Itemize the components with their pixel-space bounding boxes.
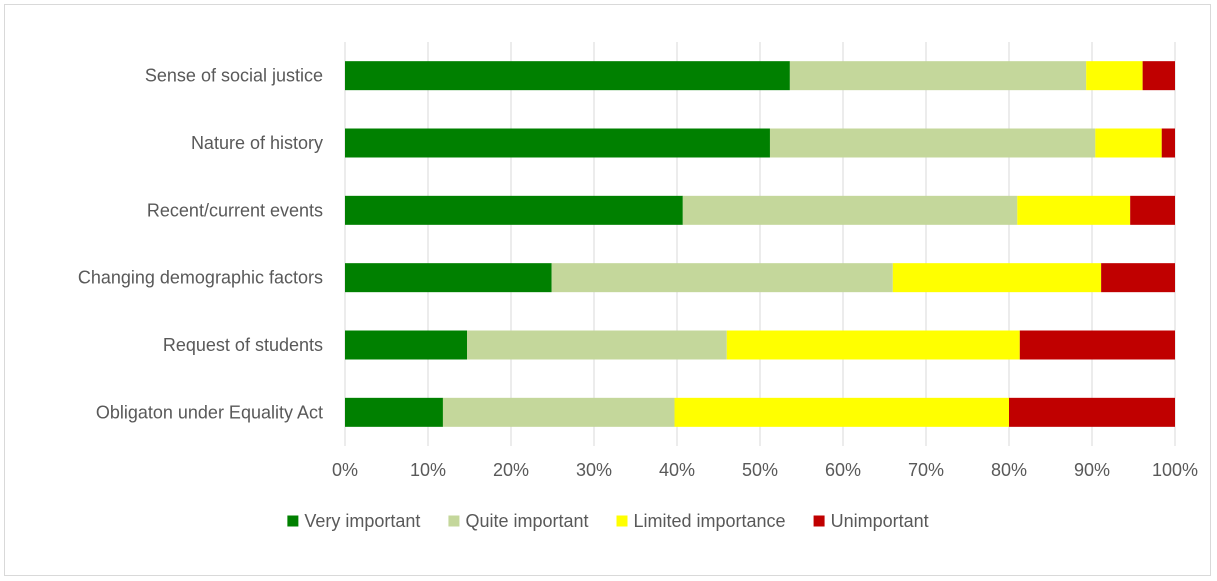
legend-swatch — [287, 515, 299, 527]
category-label: Changing demographic factors — [78, 268, 323, 288]
x-tick-label: 20% — [493, 460, 529, 480]
bar-segment — [769, 128, 1096, 158]
bar-segment — [1019, 330, 1175, 360]
bar-segment — [345, 195, 683, 225]
x-tick-label: 0% — [332, 460, 358, 480]
category-label: Request of students — [163, 335, 323, 355]
category-labels: Sense of social justice Nature of history… — [78, 66, 323, 423]
bars — [345, 61, 1175, 427]
bar-segment — [674, 397, 1009, 427]
bar-segment — [345, 397, 443, 427]
bar-segment — [1142, 61, 1175, 91]
category-label: Obligaton under Equality Act — [96, 402, 323, 422]
bar-segment — [442, 397, 675, 427]
legend-label: Limited importance — [634, 511, 786, 531]
x-tick-label: 50% — [742, 460, 778, 480]
legend-swatch — [616, 515, 628, 527]
bar-segment — [345, 61, 790, 91]
bar-segment — [1009, 397, 1175, 427]
bar-segment — [1095, 128, 1162, 158]
x-tick-label: 90% — [1074, 460, 1110, 480]
bar-segment — [1017, 195, 1131, 225]
legend-label: Very important — [304, 511, 420, 531]
bar-segment — [1161, 128, 1175, 158]
bar-segment — [1130, 195, 1175, 225]
legend-swatch — [813, 515, 825, 527]
bar-segment — [467, 330, 727, 360]
bar-segment — [1101, 263, 1175, 293]
bar-segment — [345, 263, 552, 293]
legend-label: Unimportant — [831, 511, 929, 531]
bar-segment — [726, 330, 1020, 360]
x-axis-tick-labels: 0% 10% 20% 30% 40% 50% 60% 70% 80% 90% 100% — [332, 460, 1198, 480]
x-tick-label: 30% — [576, 460, 612, 480]
legend-label: Quite important — [465, 511, 588, 531]
x-tick-label: 10% — [410, 460, 446, 480]
bar-segment — [1086, 61, 1143, 91]
x-tick-label: 60% — [825, 460, 861, 480]
category-label: Recent/current events — [147, 200, 323, 220]
category-label: Sense of social justice — [145, 66, 323, 86]
x-tick-label: 40% — [659, 460, 695, 480]
legend-swatch — [448, 515, 460, 527]
bar-segment — [682, 195, 1018, 225]
bar-segment — [789, 61, 1087, 91]
bar-segment — [345, 330, 468, 360]
bar-segment — [551, 263, 893, 293]
x-tick-label: 80% — [991, 460, 1027, 480]
bar-segment — [345, 128, 770, 158]
bar-segment — [892, 263, 1102, 293]
gridlines — [344, 42, 1176, 446]
legend: Very important Quite important Limited imp… — [287, 511, 929, 531]
x-tick-label: 100% — [1152, 460, 1198, 480]
category-label: Nature of history — [191, 133, 323, 153]
x-tick-label: 70% — [908, 460, 944, 480]
